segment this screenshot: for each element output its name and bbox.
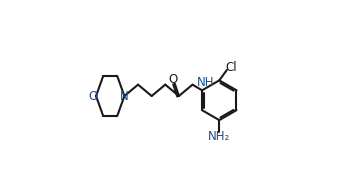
Text: NH: NH [197,76,214,89]
Text: O: O [168,73,178,86]
Text: N: N [120,90,129,103]
Text: NH₂: NH₂ [208,130,230,143]
Text: O: O [88,89,97,103]
Text: Cl: Cl [226,61,237,74]
